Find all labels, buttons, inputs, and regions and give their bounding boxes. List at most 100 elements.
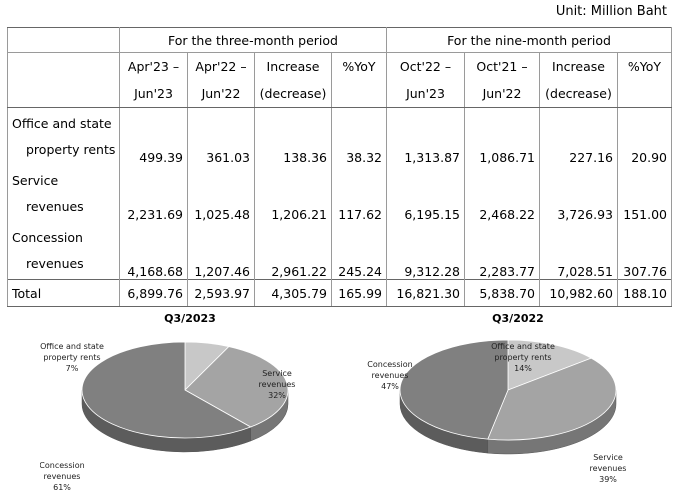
column-header-row: Apr'23 – Jun'23 Apr'22 – Jun'22 Increase (d… <box>7 52 672 108</box>
pie-slice-label: 14% <box>514 364 532 373</box>
pie-title: Q3/2023 <box>164 312 216 325</box>
table-cell: 499.39 <box>119 107 188 165</box>
pie-slice-label: revenues <box>44 472 81 481</box>
table-cell: 38.32 <box>331 107 387 165</box>
pie-slice-label: Service <box>262 369 292 378</box>
table-cell: 307.76 <box>617 222 672 280</box>
table-cell: 1,207.46 <box>187 222 255 280</box>
pie-slice-label: Service <box>593 453 623 462</box>
table-cell: 245.24 <box>331 222 387 280</box>
table-cell: 20.90 <box>617 107 672 165</box>
total-cell: 2,593.97 <box>187 279 255 307</box>
table-cell: 2,961.22 <box>254 222 332 280</box>
column-header-line: Jun'22 <box>482 86 522 101</box>
total-cell: 188.10 <box>617 279 672 307</box>
row-label-line: revenues <box>26 256 84 271</box>
column-header-line: Jun'23 <box>134 86 173 101</box>
table-row: Concession revenues 4,168.68 1,207.46 2,9… <box>7 222 672 280</box>
group-header-row: For the three-month period For the nine-… <box>7 27 672 53</box>
table-cell: 9,312.28 <box>386 222 465 280</box>
table-cell: 3,726.93 <box>539 165 618 222</box>
pie-chart-q3-2023: Q3/2023 Office and state property rents 7% S… <box>40 312 296 492</box>
table-cell: 2,283.77 <box>464 222 540 280</box>
column-header: %YoY <box>617 52 672 108</box>
pie-title: Q3/2022 <box>492 312 544 325</box>
table-cell: 1,313.87 <box>386 107 465 165</box>
table-cell: 1,206.21 <box>254 165 332 222</box>
header-blank-cell <box>7 27 120 53</box>
column-header-line: Apr'22 – <box>195 59 247 74</box>
table-cell: 227.16 <box>539 107 618 165</box>
revenue-table: For the three-month period For the nine-… <box>7 27 672 307</box>
column-header-line: Oct'22 – <box>399 59 452 74</box>
pie-slice <box>487 357 617 441</box>
table-cell: 6,195.15 <box>386 165 465 222</box>
column-header-line: %YoY <box>627 59 662 74</box>
total-cell: 4,305.79 <box>254 279 332 307</box>
total-cell: 16,821.30 <box>386 279 465 307</box>
pie-slices <box>399 339 617 455</box>
pie-slice <box>184 346 289 428</box>
column-header-line: (decrease) <box>545 86 612 101</box>
column-header-line: Increase <box>266 59 320 74</box>
column-header: Apr'23 – Jun'23 <box>119 52 188 108</box>
pie-slice-label: Office and state <box>491 342 555 351</box>
row-label: Office and state property rents <box>7 107 120 165</box>
table-cell: 7,028.51 <box>539 222 618 280</box>
pie-slice-label: Office and state <box>40 342 104 351</box>
total-cell: 5,838.70 <box>464 279 540 307</box>
pie-slice <box>399 339 509 440</box>
total-label: Total <box>7 279 120 307</box>
pie-slice-label: 47% <box>381 382 399 391</box>
column-header: Increase (decrease) <box>539 52 618 108</box>
column-header-line: Oct'21 – <box>476 59 528 74</box>
total-row: Total 6,899.76 2,593.97 4,305.79 165.99 … <box>7 279 672 307</box>
table-cell: 361.03 <box>187 107 255 165</box>
column-header-line: Jun'22 <box>201 86 241 101</box>
pie-slice-label: revenues <box>590 464 627 473</box>
pie-slice-label: revenues <box>372 371 409 380</box>
row-label-line: Office and state <box>12 116 112 131</box>
table-cell: 2,468.22 <box>464 165 540 222</box>
row-label-line: Concession <box>12 230 83 245</box>
column-header-line: Increase <box>552 59 605 74</box>
column-header: Apr'22 – Jun'22 <box>187 52 255 108</box>
pie-slice <box>81 341 252 439</box>
column-header-line: %YoY <box>342 59 376 74</box>
column-header: Oct'21 – Jun'22 <box>464 52 540 108</box>
table-cell: 4,168.68 <box>119 222 188 280</box>
pie-chart-q3-2022: Q3/2022 Office and state property rents 14%… <box>367 312 627 484</box>
table-cell: 2,231.69 <box>119 165 188 222</box>
pie-slice-label: property rents <box>43 353 100 362</box>
pie-slice-label: Concession <box>40 461 85 470</box>
unit-label: Unit: Million Baht <box>555 4 667 19</box>
table-row: Office and state property rents 499.39 36… <box>7 107 672 165</box>
pie-slice-label: 39% <box>599 475 617 484</box>
table-cell: 1,086.71 <box>464 107 540 165</box>
pie-slices <box>81 341 289 453</box>
column-header: Increase (decrease) <box>254 52 332 108</box>
total-cell: 165.99 <box>331 279 387 307</box>
column-header-line: Apr'23 – <box>127 59 180 74</box>
pie-slice-label: 61% <box>53 483 71 492</box>
pie-slice <box>507 339 593 391</box>
pie-slice-label: 32% <box>268 391 286 400</box>
group-header-nine-month: For the nine-month period <box>386 27 672 53</box>
table-cell: 1,025.48 <box>187 165 255 222</box>
row-label-line: Service <box>12 173 59 188</box>
total-cell: 10,982.60 <box>539 279 618 307</box>
pie-slice-label: Concession <box>367 360 412 369</box>
row-label: Concession revenues <box>7 222 120 280</box>
pie-slice-label: revenues <box>259 380 296 389</box>
pie-slice-label: 7% <box>66 364 79 373</box>
table-cell: 117.62 <box>331 165 387 222</box>
table-cell: 138.36 <box>254 107 332 165</box>
table-cell: 151.00 <box>617 165 672 222</box>
pie-slice-label: property rents <box>494 353 551 362</box>
row-label: Service revenues <box>7 165 120 222</box>
group-header-three-month: For the three-month period <box>119 27 387 53</box>
header-blank-cell <box>7 52 120 108</box>
column-header-line: Jun'23 <box>406 86 445 101</box>
row-label-line: property rents <box>26 142 116 157</box>
column-header: %YoY <box>331 52 387 108</box>
